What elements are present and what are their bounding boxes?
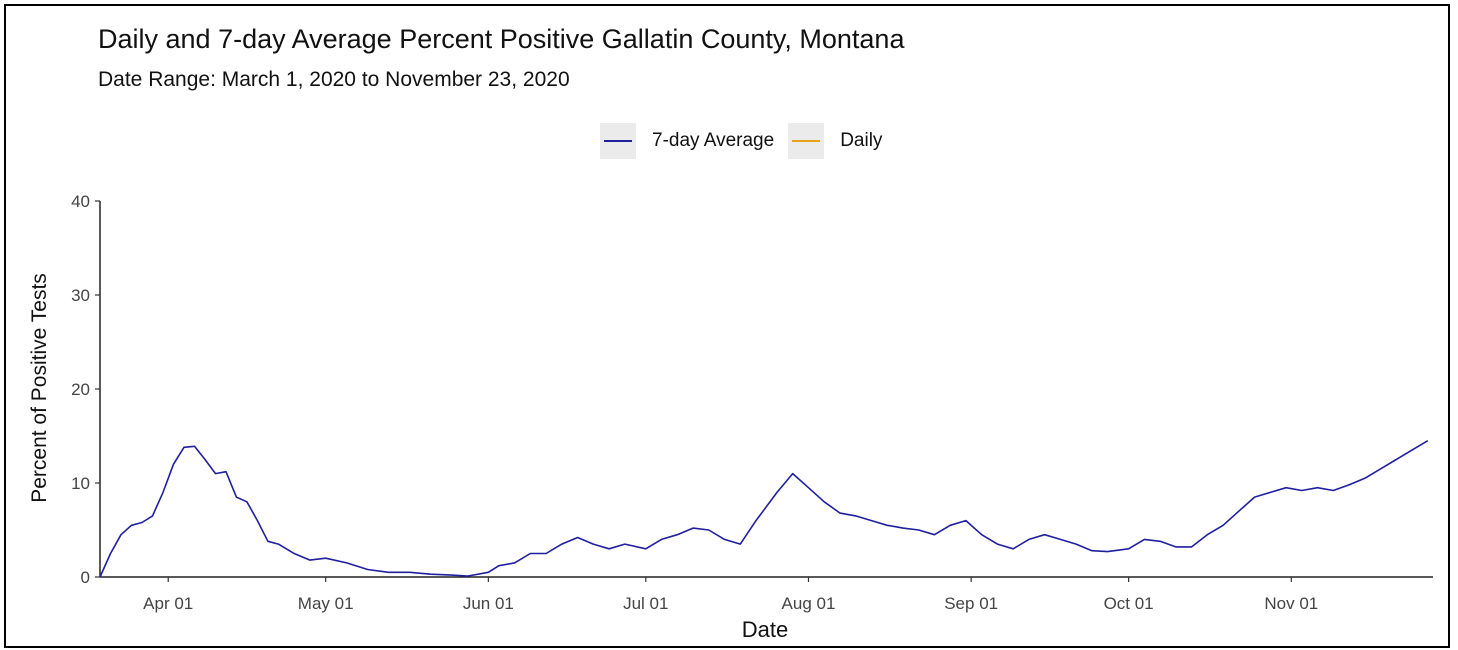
legend-key-7-day-average <box>600 123 636 159</box>
y-tick-label-40: 40 <box>71 192 90 211</box>
legend-key-daily <box>788 123 825 159</box>
x-tick-label-2020-05-01: May 01 <box>298 594 354 613</box>
x-axis-label: Date <box>741 617 789 642</box>
x-tick-label-2020-10-01: Oct 01 <box>1104 594 1154 613</box>
y-tick-label-30: 30 <box>71 286 90 305</box>
x-tick-label-2020-04-01: Apr 01 <box>143 594 193 613</box>
y-tick-label-20: 20 <box>71 380 90 399</box>
x-tick-label-2020-09-01: Sep 01 <box>944 594 998 613</box>
chart-subtitle: Date Range: March 1, 2020 to November 23… <box>98 68 570 91</box>
x-tick-label-2020-11-01: Nov 01 <box>1264 594 1318 613</box>
legend-item-daily: Daily <box>788 123 882 159</box>
chart-title: Daily and 7-day Average Percent Positive… <box>98 24 905 54</box>
y-tick-label-0: 0 <box>81 568 90 587</box>
y-axis-label: Percent of Positive Tests <box>28 273 51 503</box>
legend-label-daily: Daily <box>840 130 883 151</box>
y-tick-label-10: 10 <box>71 474 90 493</box>
x-tick-label-2020-07-01: Jul 01 <box>623 594 668 613</box>
legend: 7-day Average Daily <box>600 120 896 162</box>
legend-label-7-day-average: 7-day Average <box>652 130 775 151</box>
series-line-7-day-average <box>99 440 1429 578</box>
x-tick-label-2020-08-01: Aug 01 <box>782 594 836 613</box>
legend-item-7-day-average: 7-day Average <box>600 123 774 159</box>
x-tick-label-2020-06-01: Jun 01 <box>463 594 514 613</box>
